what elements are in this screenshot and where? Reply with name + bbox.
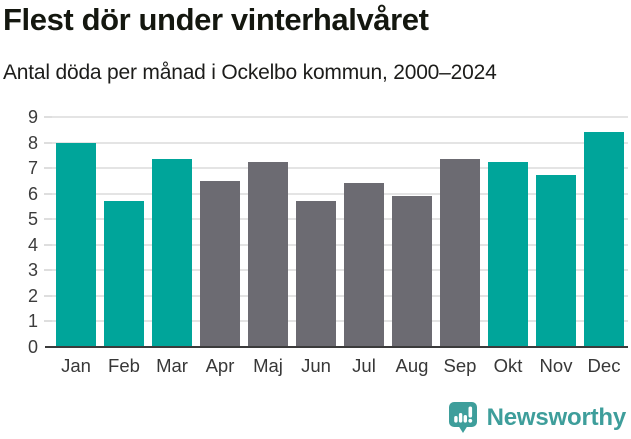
x-tick-label-sep: Sep [443, 355, 477, 376]
bar-slot-jul [340, 117, 388, 347]
y-tick-label-9: 9 [27, 107, 38, 127]
bar-slot-jan [52, 117, 100, 347]
logo-text: Newsworthy [486, 403, 627, 431]
chart-title: Flest dör under vinterhalvåret [3, 2, 429, 37]
x-tick-label-aug: Aug [395, 355, 429, 376]
newsworthy-logo[interactable]: Newsworthy [447, 400, 626, 435]
x-tick-label-jul: Jul [352, 355, 376, 376]
x-tick-label-okt: Okt [493, 355, 523, 376]
bar-jan [56, 142, 96, 347]
bar-slot-jun [292, 117, 340, 347]
y-tick-mark-2 [44, 294, 52, 297]
bar-sep [440, 159, 480, 347]
x-tick-label-maj: Maj [253, 355, 283, 376]
x-tick-label-jun: Jun [301, 355, 331, 376]
y-tick-mark-8 [44, 141, 52, 144]
x-axis-line [45, 345, 628, 348]
y-tick-mark-4 [44, 243, 52, 246]
gridline-8 [52, 141, 628, 144]
x-tick-label-dec: Dec [587, 355, 621, 376]
y-tick-label-3: 3 [27, 260, 38, 281]
x-tick-label-jan: Jan [61, 355, 91, 376]
gridline-2 [52, 294, 628, 297]
gridline-4 [52, 243, 628, 246]
x-tick-label-nov: Nov [539, 355, 573, 376]
y-tick-label-6: 6 [27, 183, 38, 204]
y-tick-label-1: 1 [27, 311, 38, 332]
bar-slot-feb [100, 117, 148, 347]
y-tick-label-0: 0 [27, 337, 38, 357]
bar-mar [152, 159, 192, 347]
y-tick-label-5: 5 [27, 209, 38, 230]
gridline-5 [52, 218, 628, 221]
bar-slot-maj [244, 117, 292, 347]
plot-area [52, 116, 628, 347]
gridline-3 [52, 269, 628, 272]
bar-nov [536, 174, 576, 347]
bar-jun [296, 201, 336, 347]
bar-slot-mar [148, 117, 196, 347]
y-tick-mark-7 [44, 167, 52, 170]
bar-series [52, 117, 628, 347]
bar-feb [104, 201, 144, 347]
bar-slot-dec [580, 117, 628, 347]
y-tick-label-8: 8 [27, 132, 38, 153]
gridline-7 [52, 167, 628, 170]
x-tick-label-mar: Mar [156, 355, 188, 376]
y-tick-label-2: 2 [27, 285, 38, 306]
bar-slot-sep [436, 117, 484, 347]
bar-slot-aug [388, 117, 436, 347]
x-tick-label-feb: Feb [108, 355, 140, 376]
bar-aug [392, 196, 432, 347]
bar-slot-okt [484, 117, 532, 347]
bar-maj [248, 161, 288, 347]
bar-dec [584, 132, 624, 347]
y-tick-label-7: 7 [27, 158, 38, 179]
bar-slot-nov [532, 117, 580, 347]
bar-slot-apr [196, 117, 244, 347]
bar-apr [200, 180, 240, 347]
x-axis-labels: Jan Feb Mar Apr Maj Jun Jul Aug Sep Okt Nov Dec [52, 355, 628, 377]
chart-subtitle: Antal döda per månad i Ockelbo kommun, 2… [3, 61, 497, 84]
bar-jul [344, 183, 384, 347]
y-tick-mark-6 [44, 192, 52, 195]
bar-okt [488, 161, 528, 347]
y-tick-mark-5 [44, 218, 52, 221]
y-tick-label-4: 4 [27, 234, 38, 255]
gridline-9 [52, 116, 628, 118]
y-tick-mark-3 [44, 269, 52, 272]
gridline-6 [52, 192, 628, 195]
y-tick-mark-1 [44, 320, 52, 323]
gridline-1 [52, 320, 628, 323]
newsworthy-chart-bubble-icon [447, 400, 479, 435]
x-tick-label-apr: Apr [205, 355, 235, 376]
y-tick-mark-9 [44, 116, 52, 118]
